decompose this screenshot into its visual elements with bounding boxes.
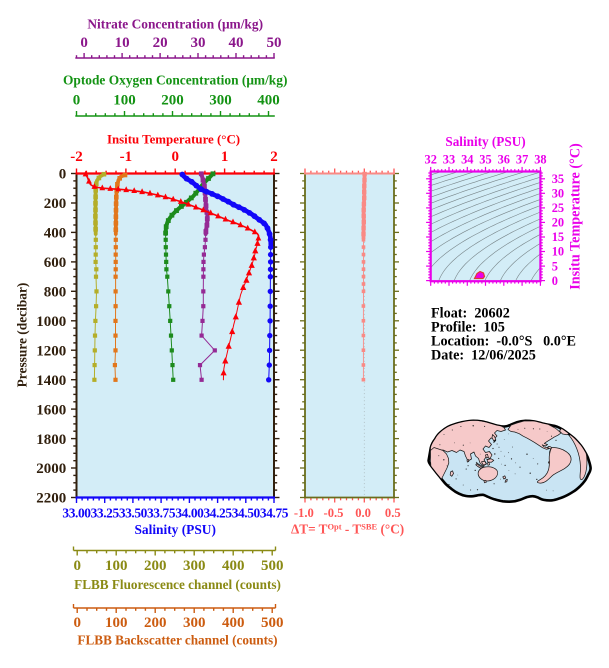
svg-text:500: 500: [261, 558, 284, 574]
svg-text:Nitrate Concentration (μm/kg): Nitrate Concentration (μm/kg): [87, 17, 263, 32]
svg-text:400: 400: [222, 558, 245, 574]
svg-text:200: 200: [144, 558, 167, 574]
svg-text:0: 0: [552, 274, 558, 288]
svg-text:34.25: 34.25: [204, 506, 233, 521]
svg-text:Insitu Temperature (°C): Insitu Temperature (°C): [568, 143, 584, 290]
svg-text:Optode Oxygen Concentration (μ: Optode Oxygen Concentration (μm/kg): [63, 73, 287, 88]
svg-text:100: 100: [105, 615, 128, 631]
svg-text:2200: 2200: [36, 491, 66, 507]
svg-text:36: 36: [498, 153, 510, 167]
svg-text:34: 34: [461, 153, 473, 167]
svg-text:Salinity (PSU): Salinity (PSU): [134, 522, 215, 537]
svg-text:Date: 12/06/2025: Date: 12/06/2025: [431, 347, 536, 363]
svg-text:30: 30: [191, 35, 206, 51]
svg-text:33: 33: [443, 153, 455, 167]
svg-text:0: 0: [73, 93, 81, 109]
svg-text:40: 40: [229, 35, 244, 51]
svg-text:500: 500: [261, 615, 284, 631]
svg-text:1400: 1400: [36, 373, 66, 389]
svg-text:0.0: 0.0: [355, 506, 371, 520]
svg-text:20: 20: [552, 216, 564, 230]
svg-text:1000: 1000: [36, 314, 66, 330]
svg-text:400: 400: [257, 93, 280, 109]
svg-text:ΔT= TOpt - TSBE (°C): ΔT= TOpt - TSBE (°C): [291, 522, 404, 537]
svg-text:-2: -2: [70, 149, 83, 165]
svg-text:30: 30: [552, 187, 564, 201]
svg-text:0.5: 0.5: [385, 506, 401, 520]
svg-text:Float: 20602: Float: 20602: [431, 305, 510, 321]
svg-text:25: 25: [552, 201, 564, 215]
svg-text:5: 5: [552, 259, 558, 273]
svg-text:-1: -1: [120, 149, 133, 165]
svg-text:33.75: 33.75: [147, 506, 176, 521]
svg-text:1: 1: [221, 149, 229, 165]
svg-text:33.25: 33.25: [91, 506, 120, 521]
svg-text:0: 0: [59, 167, 67, 183]
svg-text:10: 10: [115, 35, 130, 51]
svg-text:100: 100: [113, 93, 136, 109]
svg-text:800: 800: [44, 285, 67, 301]
svg-text:0: 0: [80, 35, 88, 51]
svg-text:600: 600: [44, 255, 67, 271]
svg-text:Pressure (decibar): Pressure (decibar): [15, 283, 30, 388]
svg-text:2: 2: [270, 149, 278, 165]
svg-text:34.50: 34.50: [232, 506, 261, 521]
svg-text:1600: 1600: [36, 402, 66, 418]
svg-text:FLBB Backscatter channel (coun: FLBB Backscatter channel (counts): [77, 633, 277, 648]
svg-text:300: 300: [209, 93, 232, 109]
svg-text:34.75: 34.75: [260, 506, 289, 521]
svg-text:33.00: 33.00: [62, 506, 91, 521]
svg-text:0: 0: [171, 149, 179, 165]
svg-text:38: 38: [534, 153, 546, 167]
svg-text:35: 35: [552, 172, 564, 186]
svg-text:Profile: 105: Profile: 105: [431, 319, 505, 335]
svg-text:400: 400: [44, 226, 67, 242]
svg-text:1200: 1200: [36, 343, 66, 359]
svg-text:20: 20: [153, 35, 168, 51]
svg-text:Salinity (PSU): Salinity (PSU): [445, 134, 525, 149]
svg-text:37: 37: [516, 153, 528, 167]
svg-text:34.00: 34.00: [175, 506, 204, 521]
svg-text:35: 35: [479, 153, 491, 167]
svg-text:0: 0: [73, 558, 81, 574]
svg-text:Insitu Temperature (°C): Insitu Temperature (°C): [107, 133, 240, 147]
svg-text:15: 15: [552, 230, 564, 244]
svg-text:300: 300: [183, 615, 206, 631]
svg-text:33.50: 33.50: [119, 506, 148, 521]
svg-text:400: 400: [222, 615, 245, 631]
svg-text:-1.0: -1.0: [294, 506, 314, 520]
svg-text:Location: -0.0°S 0.0°E: Location: -0.0°S 0.0°E: [431, 333, 576, 349]
svg-text:100: 100: [105, 558, 128, 574]
svg-text:200: 200: [44, 196, 67, 212]
svg-text:-0.5: -0.5: [324, 506, 344, 520]
svg-text:10: 10: [552, 245, 564, 259]
svg-text:0: 0: [73, 615, 81, 631]
svg-text:32: 32: [425, 153, 437, 167]
svg-text:200: 200: [161, 93, 184, 109]
svg-text:2000: 2000: [36, 461, 66, 477]
svg-text:FLBB Fluorescence channel (cou: FLBB Fluorescence channel (counts): [74, 577, 281, 592]
svg-text:200: 200: [144, 615, 167, 631]
svg-text:50: 50: [267, 35, 282, 51]
svg-text:300: 300: [183, 558, 206, 574]
svg-text:1800: 1800: [36, 432, 66, 448]
